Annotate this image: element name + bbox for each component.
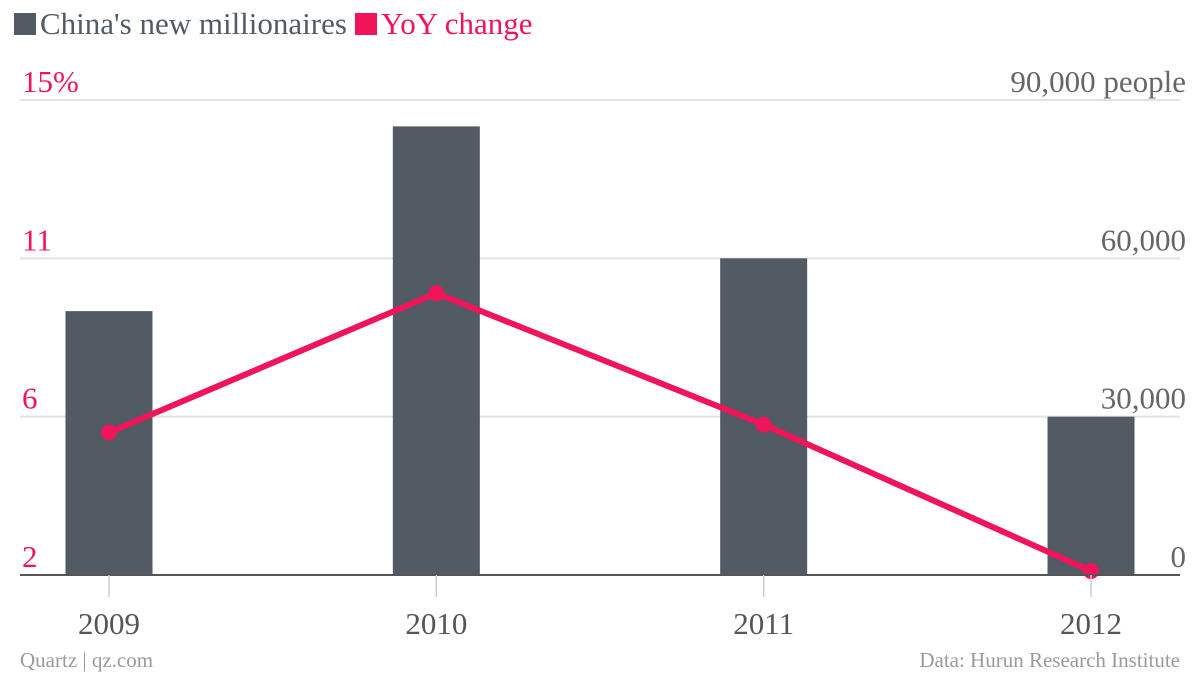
- legend-label-yoy-change: YoY change: [380, 6, 533, 41]
- gridlines: [20, 99, 1180, 418]
- left-axis-tick-label: 6: [22, 381, 38, 416]
- line-series-yoy-change: [101, 285, 1099, 580]
- right-axis-tick-label: 30,000: [1101, 381, 1186, 416]
- x-axis-tick-label: 2009: [78, 606, 140, 641]
- x-axis-tick-label: 2010: [405, 606, 467, 641]
- legend: China's new millionaires YoY change: [14, 6, 541, 42]
- line-point: [428, 285, 445, 302]
- legend-swatch-yoy-change: [354, 13, 377, 35]
- line-point: [755, 416, 772, 433]
- line-point: [101, 424, 117, 441]
- left-axis-tick-label: 15%: [22, 64, 79, 99]
- legend-swatch-millionaires: [14, 13, 36, 35]
- axes: 0 30,000 60,000 90,000 people 2 6 11 15% 2009 201…: [20, 64, 1186, 641]
- x-axis-tick-label: 2012: [1060, 606, 1122, 641]
- bar: [1047, 416, 1135, 575]
- right-axis-tick-label: 90,000 people: [1010, 64, 1186, 99]
- left-axis-tick-label: 11: [22, 222, 52, 257]
- bar: [392, 126, 480, 575]
- legend-label-millionaires: China's new millionaires: [40, 6, 347, 41]
- line-path: [106, 290, 1094, 575]
- legend-item-millionaires: China's new millionaires: [14, 6, 347, 42]
- data-source: Data: Hurun Research Institute: [919, 648, 1180, 672]
- legend-item-yoy-change: YoY change: [354, 6, 533, 42]
- bar-series-millionaires: [65, 126, 1135, 575]
- left-axis-tick-label: 2: [22, 539, 38, 574]
- bar: [65, 311, 153, 575]
- right-axis-tick-label: 60,000: [1101, 222, 1186, 257]
- source-credit: Quartz | qz.com: [20, 648, 154, 672]
- right-axis-tick-label: 0: [1171, 539, 1187, 574]
- x-axis-tick-label: 2011: [733, 606, 794, 641]
